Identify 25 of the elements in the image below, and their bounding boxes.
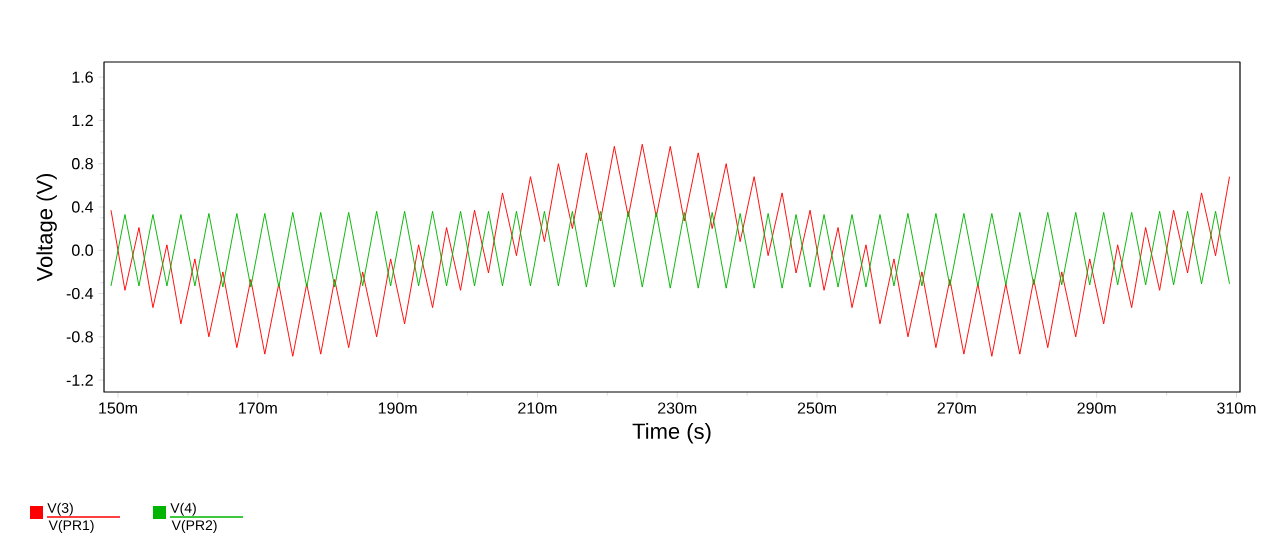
x-tick-label: 310m [1217,402,1256,414]
y-tick-label: -0.4 [66,287,94,300]
text: V(PR2) [171,519,217,533]
y-tick-label: 1.2 [72,114,93,127]
x-tick-label: 230m [658,402,697,414]
line-series [110,210,1230,289]
legend-label: V(3) [47,502,73,516]
x-tick-label: 150m [99,402,137,414]
y-tick-label: 0.0 [71,244,93,256]
line-series [110,143,1230,357]
y-tick-label: 1.6 [72,71,93,83]
text: V(PR1) [48,519,94,533]
y-axis-title: Voltage (V) [36,173,57,282]
y-tick-label: 0.4 [71,201,94,213]
x-tick-label: 270m [937,402,976,414]
x-tick-label: 290m [1077,402,1116,414]
x-axis-title: Time (s) [632,422,711,444]
x-tick-label: 250m [797,402,837,414]
legend-label: V(4) [170,502,196,516]
x-tick-label: 190m [378,402,417,414]
x-tick-label: 170m [239,402,277,414]
y-tick-label: 0.8 [71,158,93,170]
y-tick-label: -0.8 [66,331,93,343]
y-tick-label: -1.2 [66,374,93,386]
x-tick-label: 210m [518,402,557,414]
